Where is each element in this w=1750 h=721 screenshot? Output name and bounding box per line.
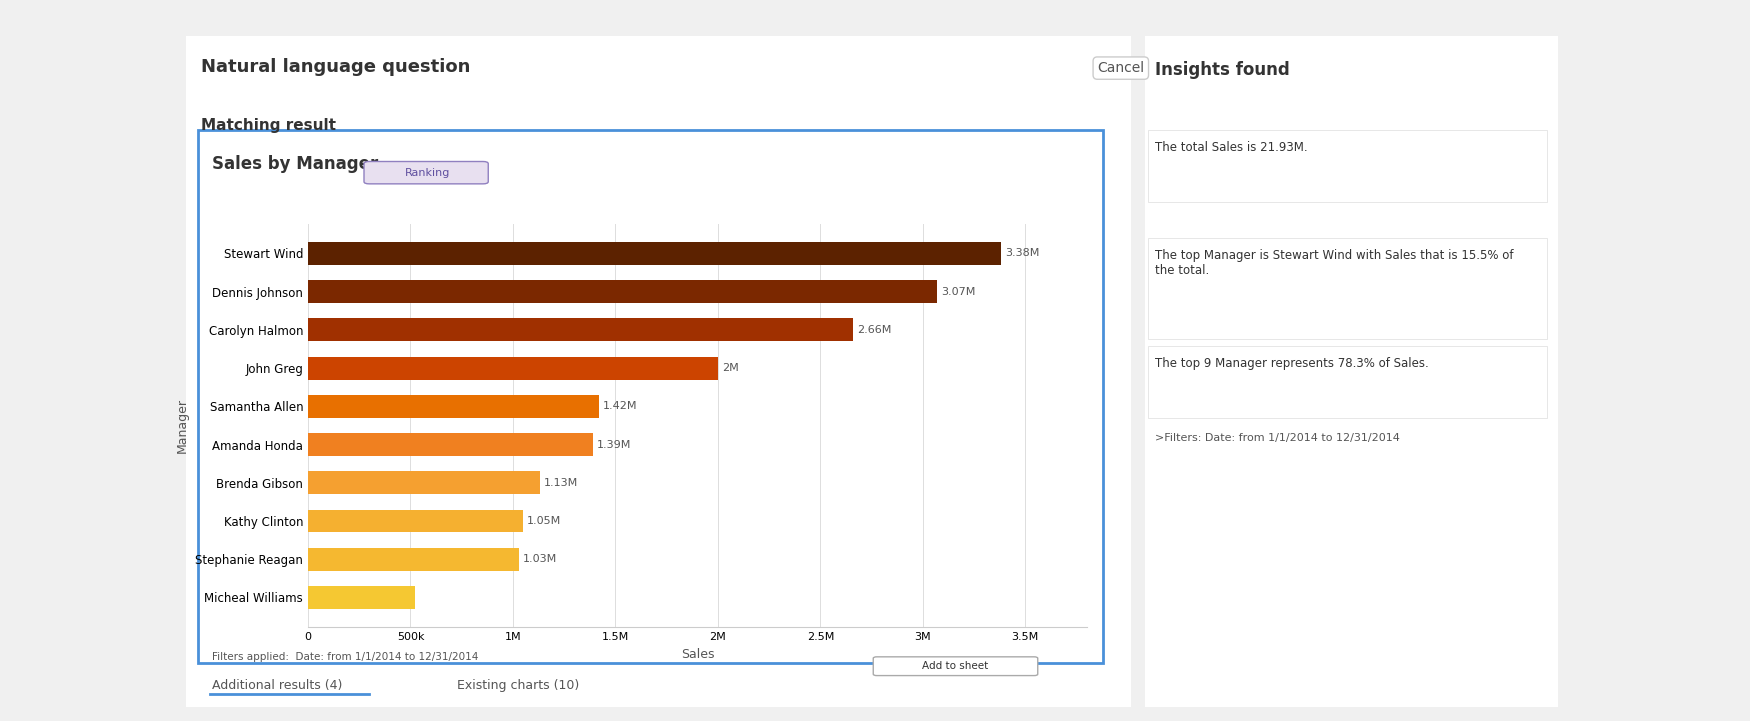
FancyBboxPatch shape (1148, 346, 1547, 418)
Bar (308, 548, 520, 571)
Text: >Filters: Date: from 1/1/2014 to 12/31/2014: >Filters: Date: from 1/1/2014 to 12/31/2… (1155, 433, 1400, 443)
Y-axis label: Manager: Manager (175, 398, 189, 453)
Bar (308, 433, 593, 456)
Text: Natural language question: Natural language question (201, 58, 471, 76)
Text: Add to sheet: Add to sheet (922, 661, 989, 671)
FancyBboxPatch shape (364, 162, 488, 184)
Text: Existing charts (10): Existing charts (10) (457, 678, 579, 691)
Text: Sales by Manager: Sales by Manager (212, 156, 378, 174)
Text: 1.13M: 1.13M (544, 478, 578, 487)
Bar (308, 586, 415, 609)
Text: 1.03M: 1.03M (523, 554, 558, 565)
Text: Insights found: Insights found (1155, 61, 1290, 79)
Text: Additional results (4): Additional results (4) (212, 678, 343, 691)
Text: 3.07M: 3.07M (942, 286, 975, 296)
FancyBboxPatch shape (1148, 238, 1547, 339)
X-axis label: Sales: Sales (681, 647, 714, 660)
Text: The total Sales is 21.93M.: The total Sales is 21.93M. (1155, 141, 1307, 154)
Text: 2.66M: 2.66M (858, 324, 891, 335)
Text: 2M: 2M (723, 363, 738, 373)
Text: Filters applied:  Date: from 1/1/2014 to 12/31/2014: Filters applied: Date: from 1/1/2014 to … (212, 652, 478, 662)
Text: The top 9 Manager represents 78.3% of Sales.: The top 9 Manager represents 78.3% of Sa… (1155, 357, 1428, 370)
FancyBboxPatch shape (198, 130, 1102, 663)
FancyBboxPatch shape (186, 36, 1130, 707)
Text: Cancel: Cancel (1097, 61, 1144, 75)
Text: 1.05M: 1.05M (527, 516, 562, 526)
FancyBboxPatch shape (1148, 130, 1547, 202)
Text: 1.42M: 1.42M (604, 402, 637, 411)
Text: Matching result: Matching result (201, 118, 336, 133)
FancyBboxPatch shape (1144, 36, 1558, 707)
Text: 1.39M: 1.39M (597, 440, 632, 449)
Text: 3.38M: 3.38M (1004, 248, 1040, 258)
Bar (308, 395, 598, 417)
Text: Ranking: Ranking (406, 169, 450, 178)
FancyBboxPatch shape (873, 657, 1038, 676)
Bar (308, 472, 539, 494)
Bar (308, 510, 523, 532)
Bar (308, 242, 1001, 265)
Bar (308, 319, 854, 341)
Bar (308, 357, 718, 379)
Text: The top Manager is Stewart Wind with Sales that is 15.5% of
the total.: The top Manager is Stewart Wind with Sal… (1155, 249, 1514, 277)
Bar (308, 280, 938, 303)
